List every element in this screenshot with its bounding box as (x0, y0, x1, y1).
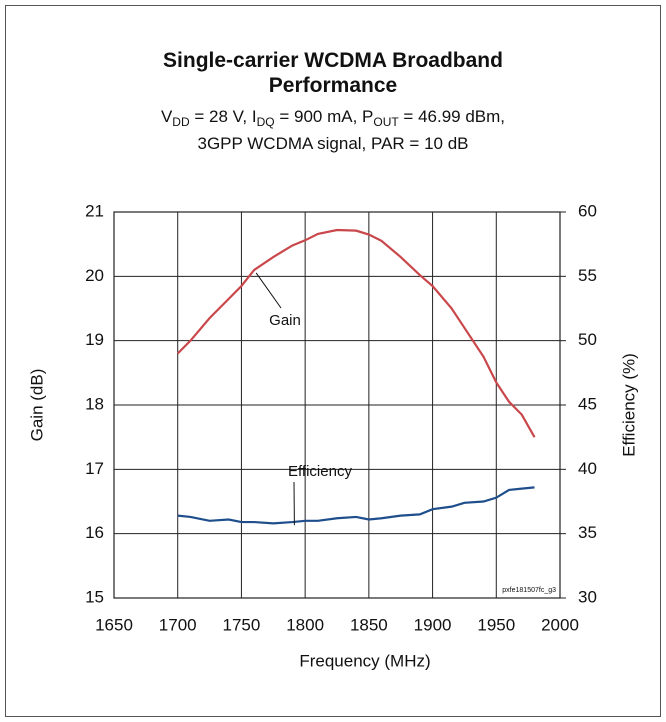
subtitle-text: = 900 mA, P (274, 107, 374, 126)
series-line (177, 486, 535, 525)
subtitle-text: 3GPP WCDMA signal, PAR = 10 dB (197, 134, 469, 153)
annotation: Efficiency (288, 463, 352, 480)
subtitle-line: 3GPP WCDMA signal, PAR = 10 dB (40, 133, 626, 155)
chart-title: Single-carrier WCDMA Broadband Performan… (163, 49, 503, 97)
subtitle-text: V (160, 107, 173, 126)
subtitle-line: VDD = 28 V, IDQ = 900 mA, POUT = 46.99 d… (40, 106, 626, 133)
x-tick-label: 2000 (541, 615, 579, 634)
plot-border (113, 211, 561, 599)
y-tick-label: 20 (85, 266, 104, 285)
chart-subtitle: VDD = 28 V, IDQ = 900 mA, POUT = 46.99 d… (40, 106, 626, 155)
y-axis-label: Gain (dB) (27, 369, 46, 442)
footnote: pxfe181507fc_g3 (502, 587, 556, 594)
y2-axis-label: Efficiency (%) (619, 353, 638, 457)
y-tick-label: 18 (85, 394, 104, 413)
subtitle-text: = 28 V, I (189, 107, 257, 126)
y2-tick-label: 30 (578, 587, 597, 606)
x-tick-label: 1700 (159, 615, 197, 634)
series-line (176, 228, 536, 438)
subtitle-text: DQ (256, 115, 275, 129)
x-tick-label: 1900 (414, 615, 452, 634)
x-tick-label: 1750 (223, 615, 261, 634)
subtitle-text: OUT (373, 115, 399, 129)
subtitle-text: DD (172, 115, 190, 129)
annotation: Gain (269, 312, 301, 329)
x-axis-label: Frequency (MHz) (299, 651, 430, 670)
x-tick-label: 1650 (95, 615, 133, 634)
y-tick-label: 17 (85, 459, 104, 478)
x-tick-label: 1850 (350, 615, 388, 634)
annotation-leader (255, 272, 282, 309)
y2-tick-label: 45 (578, 394, 597, 413)
y2-tick-label: 60 (578, 201, 597, 220)
y-tick-label: 16 (85, 523, 104, 542)
y-tick-label: 21 (85, 201, 104, 220)
x-tick-label: 1950 (477, 615, 515, 634)
frame (5, 5, 661, 717)
x-tick-label: 1800 (286, 615, 324, 634)
subtitle-text: = 46.99 dBm, (398, 107, 506, 126)
y-tick-label: 19 (85, 330, 104, 349)
y2-tick-label: 50 (578, 330, 597, 349)
y-tick-label: 15 (85, 587, 104, 606)
y2-tick-label: 35 (578, 523, 597, 542)
y2-tick-label: 55 (578, 266, 597, 285)
y2-tick-label: 40 (578, 459, 597, 478)
